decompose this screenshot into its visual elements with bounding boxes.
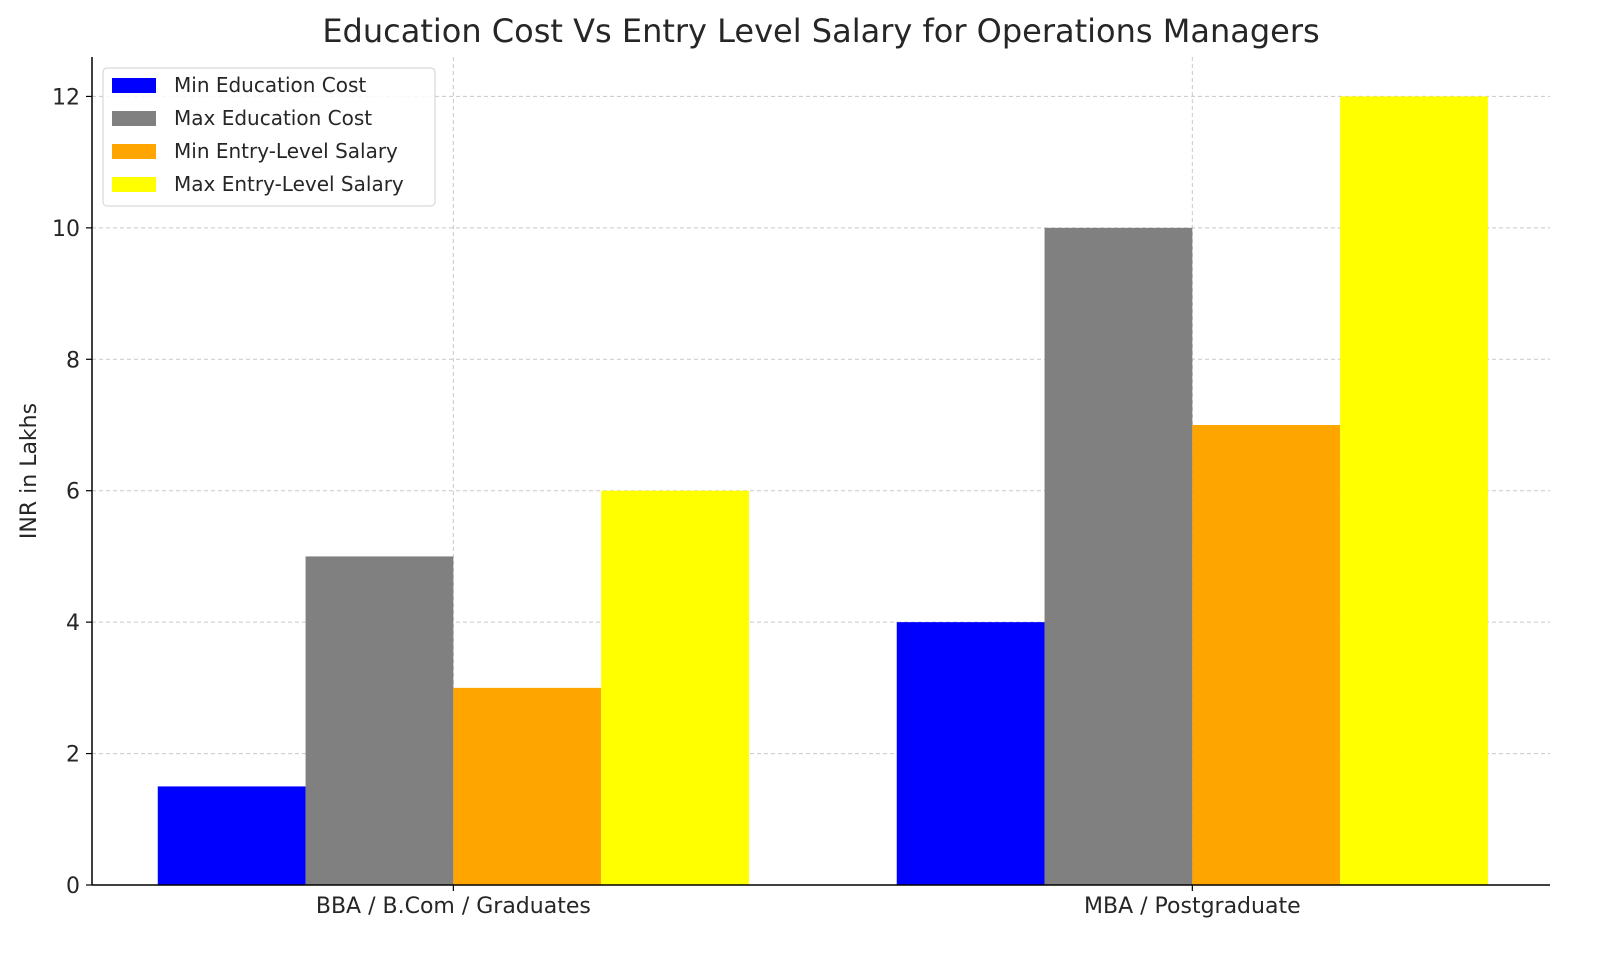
x-tick-label: BBA / B.Com / Graduates xyxy=(316,894,591,919)
legend-box xyxy=(102,67,436,207)
bar-max-education-cost-0 xyxy=(305,556,454,885)
y-tick-label: 2 xyxy=(66,743,80,768)
bar-min-education-cost-0 xyxy=(157,786,306,885)
legend-label: Max Entry-Level Salary xyxy=(174,172,404,196)
y-tick-label: 4 xyxy=(66,611,80,636)
legend-label: Min Entry-Level Salary xyxy=(174,139,398,163)
legend-swatch xyxy=(112,78,156,93)
legend: Min Education Cost Max Education Cost Min … xyxy=(102,67,436,207)
legend-swatch xyxy=(112,144,156,159)
bar-max-entry-level-salary-1 xyxy=(1340,96,1488,885)
y-tick-label: 12 xyxy=(52,85,80,110)
x-tick-label: MBA / Postgraduate xyxy=(1084,894,1301,919)
chart-title: Education Cost Vs Entry Level Salary for… xyxy=(322,12,1319,50)
y-axis-label: INR in Lakhs xyxy=(17,403,42,539)
y-tick-label: 6 xyxy=(66,480,80,505)
axes: 0 2 4 6 8 10 12 BBA / B.Com / Graduates MBA / Po… xyxy=(52,57,1550,919)
y-tick-label: 10 xyxy=(52,217,80,242)
legend-swatch xyxy=(112,177,156,192)
y-tick-label: 8 xyxy=(66,348,80,373)
legend-label: Max Education Cost xyxy=(174,106,372,130)
bar-max-education-cost-1 xyxy=(1044,227,1193,885)
legend-label: Min Education Cost xyxy=(174,73,366,97)
y-tick-label: 0 xyxy=(66,874,80,899)
bar-min-entry-level-salary-1 xyxy=(1192,425,1341,885)
bar-max-entry-level-salary-0 xyxy=(601,490,749,885)
bar-min-entry-level-salary-0 xyxy=(453,687,602,885)
legend-swatch xyxy=(112,111,156,126)
bars xyxy=(157,96,1488,885)
bar-min-education-cost-1 xyxy=(896,622,1045,885)
